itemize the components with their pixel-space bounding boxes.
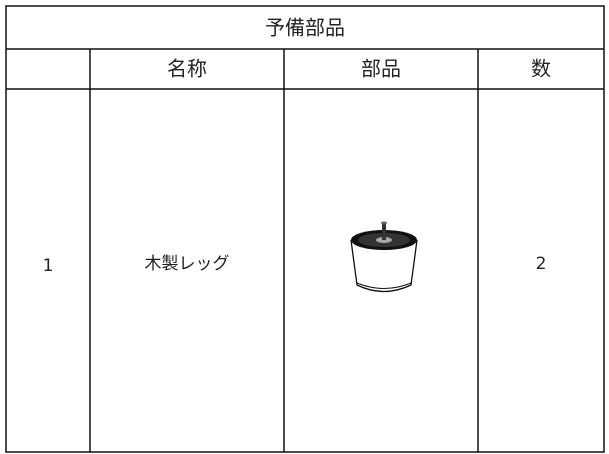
table-title: 予備部品: [265, 16, 345, 40]
header-cell: 部品: [361, 57, 401, 81]
part-quantity: 2: [536, 254, 547, 274]
table-border: [5, 5, 605, 453]
header-cell: 名称: [167, 57, 207, 81]
row-number: 1: [43, 256, 54, 276]
part-name: 木製レッグ: [145, 254, 230, 274]
header-cell: 数: [531, 57, 551, 81]
leg-illustration: [350, 221, 418, 293]
